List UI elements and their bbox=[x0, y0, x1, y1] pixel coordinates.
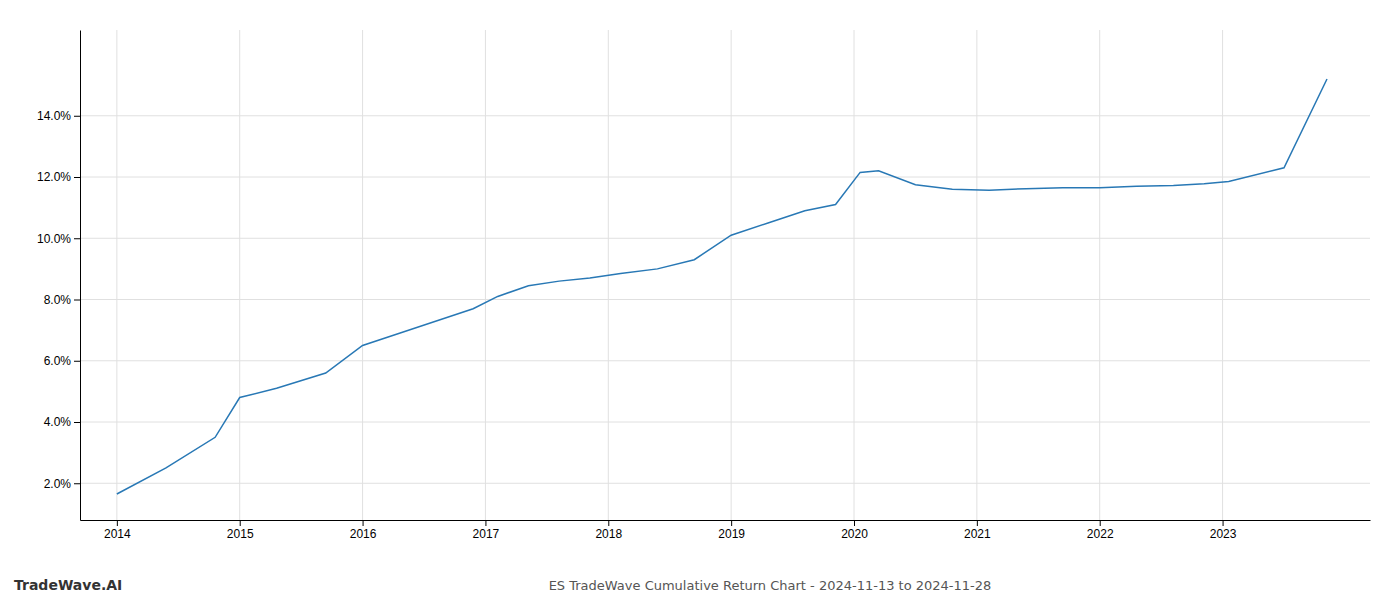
plot: 2014 2015 2016 2017 2018 2019 2020 2021 2022 2023… bbox=[37, 30, 1371, 541]
y-tick: 14.0% bbox=[37, 109, 80, 123]
x-tick: 2019 bbox=[718, 520, 745, 541]
watermark: TradeWave.AI bbox=[14, 577, 122, 593]
x-tick-mark bbox=[854, 520, 855, 526]
y-tick-label: 12.0% bbox=[37, 170, 71, 184]
y-tick-label: 6.0% bbox=[44, 354, 72, 368]
x-tick: 2021 bbox=[964, 520, 991, 541]
x-tick-label: 2014 bbox=[104, 527, 131, 541]
y-tick-label: 4.0% bbox=[44, 415, 72, 429]
y-tick-mark bbox=[74, 238, 80, 239]
x-tick-mark bbox=[608, 520, 609, 526]
x-tick-mark bbox=[485, 520, 486, 526]
grid-line-x bbox=[485, 30, 486, 520]
x-tick: 2016 bbox=[350, 520, 377, 541]
x-tick-label: 2023 bbox=[1210, 527, 1237, 541]
y-tick-label: 14.0% bbox=[37, 109, 71, 123]
x-axis-line bbox=[81, 520, 1371, 521]
grid-line-y bbox=[80, 422, 1370, 423]
grid bbox=[80, 30, 1370, 520]
y-axis-line bbox=[80, 31, 81, 521]
y-tick-mark bbox=[74, 177, 80, 178]
y-tick-label: 8.0% bbox=[44, 293, 72, 307]
grid-line-x bbox=[116, 30, 117, 520]
y-tick-mark bbox=[74, 483, 80, 484]
y-tick-mark bbox=[74, 116, 80, 117]
x-tick-mark bbox=[1223, 520, 1224, 526]
x-tick: 2022 bbox=[1087, 520, 1114, 541]
grid-line-x bbox=[1222, 30, 1223, 520]
x-tick-mark bbox=[363, 520, 364, 526]
x-tick: 2020 bbox=[841, 520, 868, 541]
title: ES TradeWave Cumulative Return Chart - 2… bbox=[549, 578, 992, 593]
y-tick-mark bbox=[74, 300, 80, 301]
grid-line-y bbox=[80, 299, 1370, 300]
marks bbox=[117, 79, 1327, 494]
x-tick-label: 2021 bbox=[964, 527, 991, 541]
x-tick: 2023 bbox=[1210, 520, 1237, 541]
y-tick: 4.0% bbox=[44, 415, 80, 429]
grid-line-y bbox=[80, 360, 1370, 361]
grid-line-y bbox=[80, 483, 1370, 484]
y-tick: 2.0% bbox=[44, 477, 80, 491]
grid-line-x bbox=[854, 30, 855, 520]
x-tick: 2014 bbox=[104, 520, 131, 541]
x-tick-label: 2022 bbox=[1087, 527, 1114, 541]
grid-line-y bbox=[80, 177, 1370, 178]
x-tick-label: 2018 bbox=[595, 527, 622, 541]
x-tick-mark bbox=[117, 520, 118, 526]
x-axis: 2014 2015 2016 2017 2018 2019 2020 2021 2022 2023 bbox=[81, 520, 1371, 541]
y-tick-mark bbox=[74, 422, 80, 423]
x-tick: 2018 bbox=[595, 520, 622, 541]
x-tick-mark bbox=[977, 520, 978, 526]
x-tick-mark bbox=[240, 520, 241, 526]
grid-line-y bbox=[80, 115, 1370, 116]
x-tick-label: 2020 bbox=[841, 527, 868, 541]
chart: 2014 2015 2016 2017 2018 2019 2020 2021 2022 2023… bbox=[0, 0, 1400, 600]
y-tick: 12.0% bbox=[37, 170, 80, 184]
x-tick-mark bbox=[1100, 520, 1101, 526]
y-tick: 10.0% bbox=[37, 232, 80, 246]
grid-line-x bbox=[976, 30, 977, 520]
y-tick-label: 10.0% bbox=[37, 232, 71, 246]
y-tick-label: 2.0% bbox=[44, 477, 72, 491]
x-tick-mark bbox=[731, 520, 732, 526]
x-tick: 2015 bbox=[227, 520, 254, 541]
x-tick-label: 2017 bbox=[473, 527, 500, 541]
x-tick-label: 2015 bbox=[227, 527, 254, 541]
grid-line-x bbox=[239, 30, 240, 520]
grid-line-x bbox=[362, 30, 363, 520]
y-tick-mark bbox=[74, 361, 80, 362]
line bbox=[117, 79, 1327, 494]
y-tick: 8.0% bbox=[44, 293, 80, 307]
x-tick: 2017 bbox=[473, 520, 500, 541]
x-tick-label: 2019 bbox=[718, 527, 745, 541]
grid-line-x bbox=[731, 30, 732, 520]
y-axis: 2.0% 4.0% 6.0% 8.0% 10.0% 12.0% 14.0% bbox=[37, 31, 81, 521]
grid-line-x bbox=[1099, 30, 1100, 520]
x-tick-label: 2016 bbox=[350, 527, 377, 541]
y-tick: 6.0% bbox=[44, 354, 80, 368]
